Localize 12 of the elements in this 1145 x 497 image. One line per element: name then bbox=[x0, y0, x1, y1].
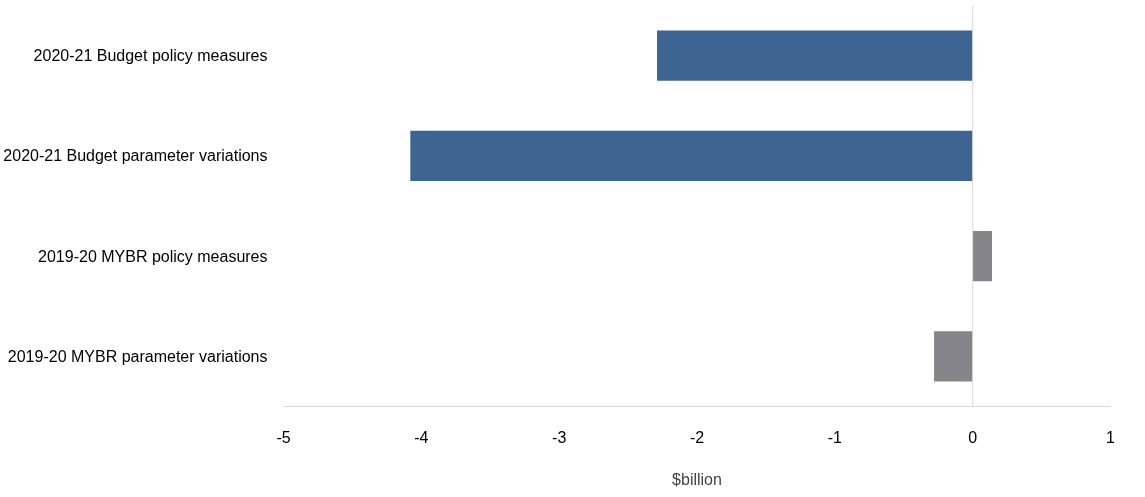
x-tick-label: 1 bbox=[1106, 428, 1116, 446]
x-tick-label: 0 bbox=[968, 428, 978, 446]
x-tick-label: -2 bbox=[689, 428, 705, 446]
y-tick-label: 2019-20 MYBR policy measures bbox=[38, 247, 268, 265]
x-axis-title: $billion bbox=[672, 470, 722, 488]
x-tick-label: -5 bbox=[276, 428, 291, 446]
y-tick-label: 2019-20 MYBR parameter variations bbox=[7, 347, 268, 365]
x-tick-label: -1 bbox=[827, 428, 843, 446]
x-tick-label: -4 bbox=[414, 428, 429, 446]
x-tick-label: -3 bbox=[552, 428, 567, 446]
y-tick-label: 2020-21 Budget policy measures bbox=[33, 47, 268, 65]
y-tick-label: 2020-21 Budget parameter variations bbox=[3, 147, 268, 165]
